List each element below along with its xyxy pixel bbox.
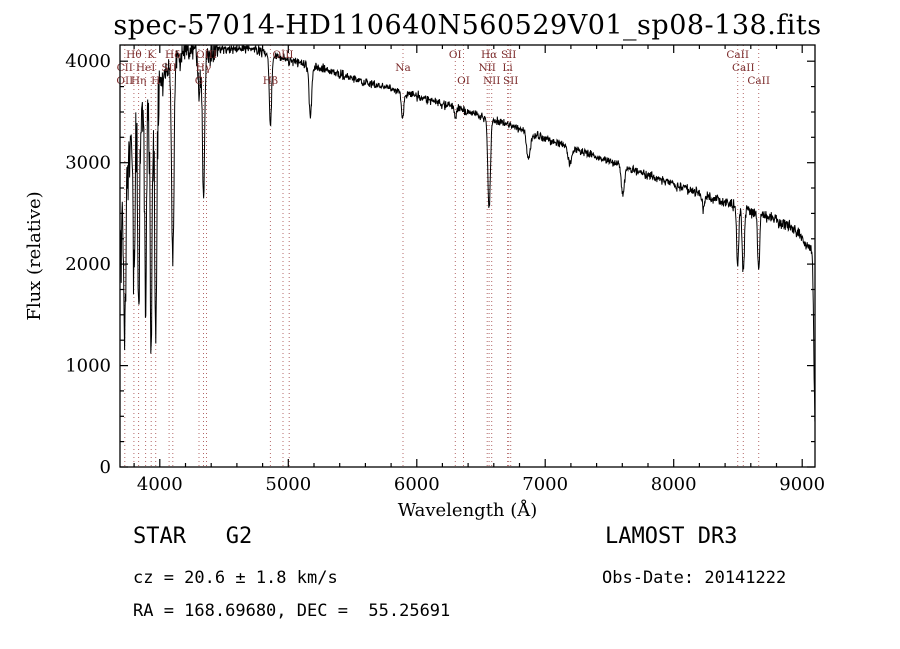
x-tick-label: 6000 <box>394 474 440 495</box>
plot-box <box>119 44 816 468</box>
feature-label: SII <box>161 62 177 74</box>
feature-label: Li <box>502 62 513 74</box>
feature-label: Hα <box>481 49 497 61</box>
feature-label: Na <box>395 62 410 74</box>
feature-label: G <box>195 75 203 87</box>
feature-label: SII <box>501 49 517 61</box>
plot-title: spec-57014-HD110640N560529V01_sp08-138.f… <box>113 10 822 41</box>
feature-label: OI <box>457 75 470 87</box>
feature-label: NII <box>483 75 500 87</box>
feature-label: Hδ <box>165 49 180 61</box>
axis-ticks <box>120 45 815 468</box>
y-tick-label: 0 <box>100 457 111 478</box>
x-tick-label: 4000 <box>137 474 183 495</box>
feature-label: HeI <box>136 62 156 74</box>
object-class-label: STAR G2 <box>133 524 253 549</box>
x-axis-label: Wavelength (Å) <box>398 499 538 521</box>
feature-label: OIII <box>272 49 293 61</box>
feature-label: CII <box>117 62 133 74</box>
spectrum-line <box>119 44 816 422</box>
y-tick-label: 2000 <box>65 254 111 275</box>
ra-dec-value: RA = 168.69680, DEC = 55.25691 <box>133 601 451 621</box>
obs-date: Obs-Date: 20141222 <box>602 568 787 588</box>
x-tick-label: 9000 <box>779 474 825 495</box>
y-tick-label: 3000 <box>65 153 111 174</box>
y-tick-label: 1000 <box>65 356 111 377</box>
cz-value: cz = 20.6 ± 1.8 km/s <box>133 568 338 588</box>
feature-label: Hη <box>131 75 146 87</box>
y-tick-label: 4000 <box>65 51 111 72</box>
y-axis-label: Flux (relative) <box>24 191 45 320</box>
feature-label: OI <box>449 49 462 61</box>
survey-label: LAMOST DR3 <box>605 524 738 549</box>
feature-label: Hθ <box>126 49 141 61</box>
feature-label: Hβ <box>263 75 278 87</box>
feature-label: Hγ <box>196 62 211 74</box>
feature-label: CaII <box>732 62 755 74</box>
feature-label: H <box>151 75 160 87</box>
x-tick-label: 8000 <box>651 474 697 495</box>
x-tick-label: 7000 <box>522 474 568 495</box>
feature-label: CaII <box>747 75 770 87</box>
x-tick-label: 5000 <box>265 474 311 495</box>
feature-label: SII <box>503 75 519 87</box>
feature-label: NII <box>478 62 495 74</box>
feature-label: K <box>147 49 155 61</box>
feature-label: CaII <box>726 49 749 61</box>
feature-label: OIII <box>196 49 217 61</box>
